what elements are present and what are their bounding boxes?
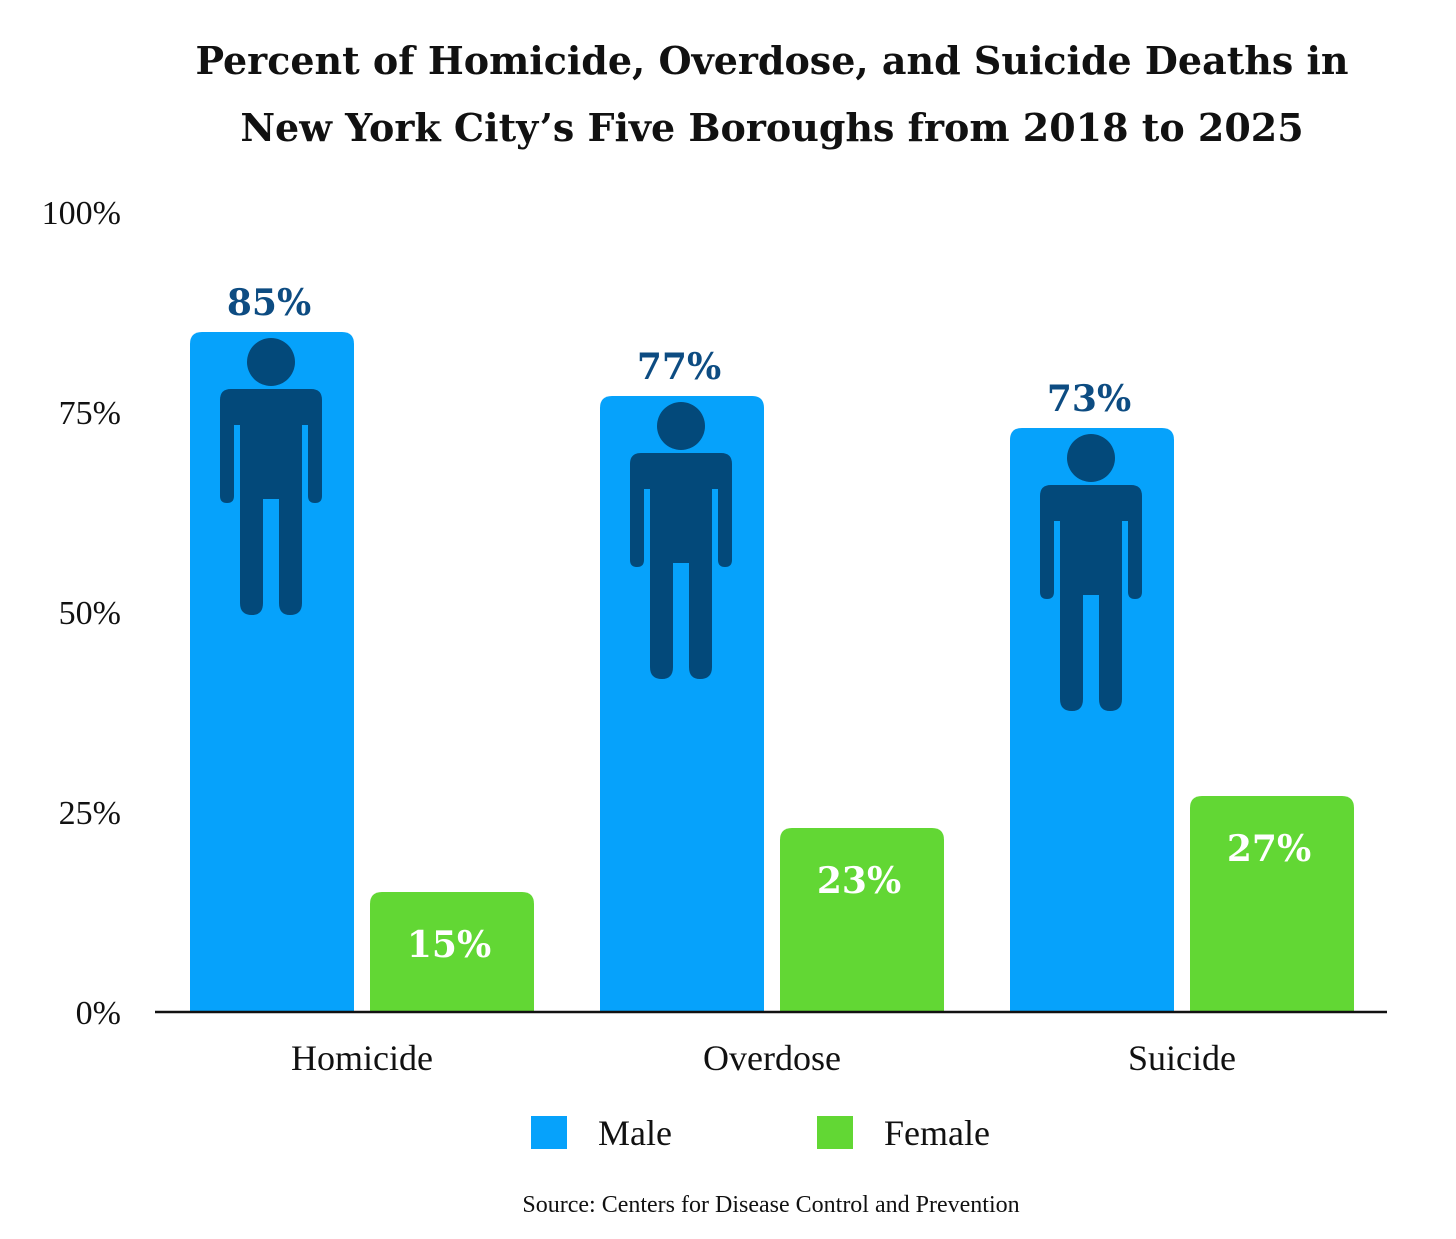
bars: 85% 15% 77% 23% 73% 27% — [190, 282, 1354, 1012]
data-label-male: 73% — [1047, 378, 1131, 420]
person-icon — [630, 402, 732, 679]
legend-swatch-male — [531, 1116, 567, 1149]
chart-title-line-2: New York City’s Five Boroughs from 2018 … — [240, 105, 1303, 150]
person-icon — [1040, 434, 1142, 711]
legend-label-male: Male — [598, 1113, 672, 1153]
bar-female — [1190, 796, 1354, 1012]
bar-female — [370, 892, 534, 1012]
bar-group-homicide: 85% 15% — [190, 282, 534, 1012]
x-axis: Homicide Overdose Suicide — [291, 1038, 1236, 1078]
x-tick-label: Suicide — [1128, 1038, 1236, 1078]
data-label-female: 23% — [817, 860, 901, 902]
y-tick-label: 100% — [42, 195, 121, 232]
source-note: Source: Centers for Disease Control and … — [522, 1192, 1019, 1218]
data-label-female: 27% — [1227, 828, 1311, 870]
x-tick-label: Overdose — [703, 1038, 841, 1078]
y-tick-label: 50% — [59, 595, 121, 632]
chart-title-line-1: Percent of Homicide, Overdose, and Suici… — [195, 38, 1348, 83]
bar-group-suicide: 73% 27% — [1010, 378, 1354, 1012]
y-tick-label: 75% — [59, 395, 121, 432]
bar-group-overdose: 77% 23% — [600, 346, 944, 1012]
x-tick-label: Homicide — [291, 1038, 433, 1078]
y-tick-label: 0% — [76, 995, 121, 1032]
data-label-male: 85% — [227, 282, 311, 324]
y-tick-label: 25% — [59, 795, 121, 832]
legend: Male Female — [531, 1113, 990, 1153]
data-label-female: 15% — [407, 924, 491, 966]
legend-label-female: Female — [884, 1113, 990, 1153]
bar-female — [780, 828, 944, 1012]
person-icon — [220, 338, 322, 615]
data-label-male: 77% — [637, 346, 721, 388]
y-axis: 0% 25% 50% 75% 100% — [42, 195, 121, 1032]
legend-swatch-female — [817, 1116, 853, 1149]
